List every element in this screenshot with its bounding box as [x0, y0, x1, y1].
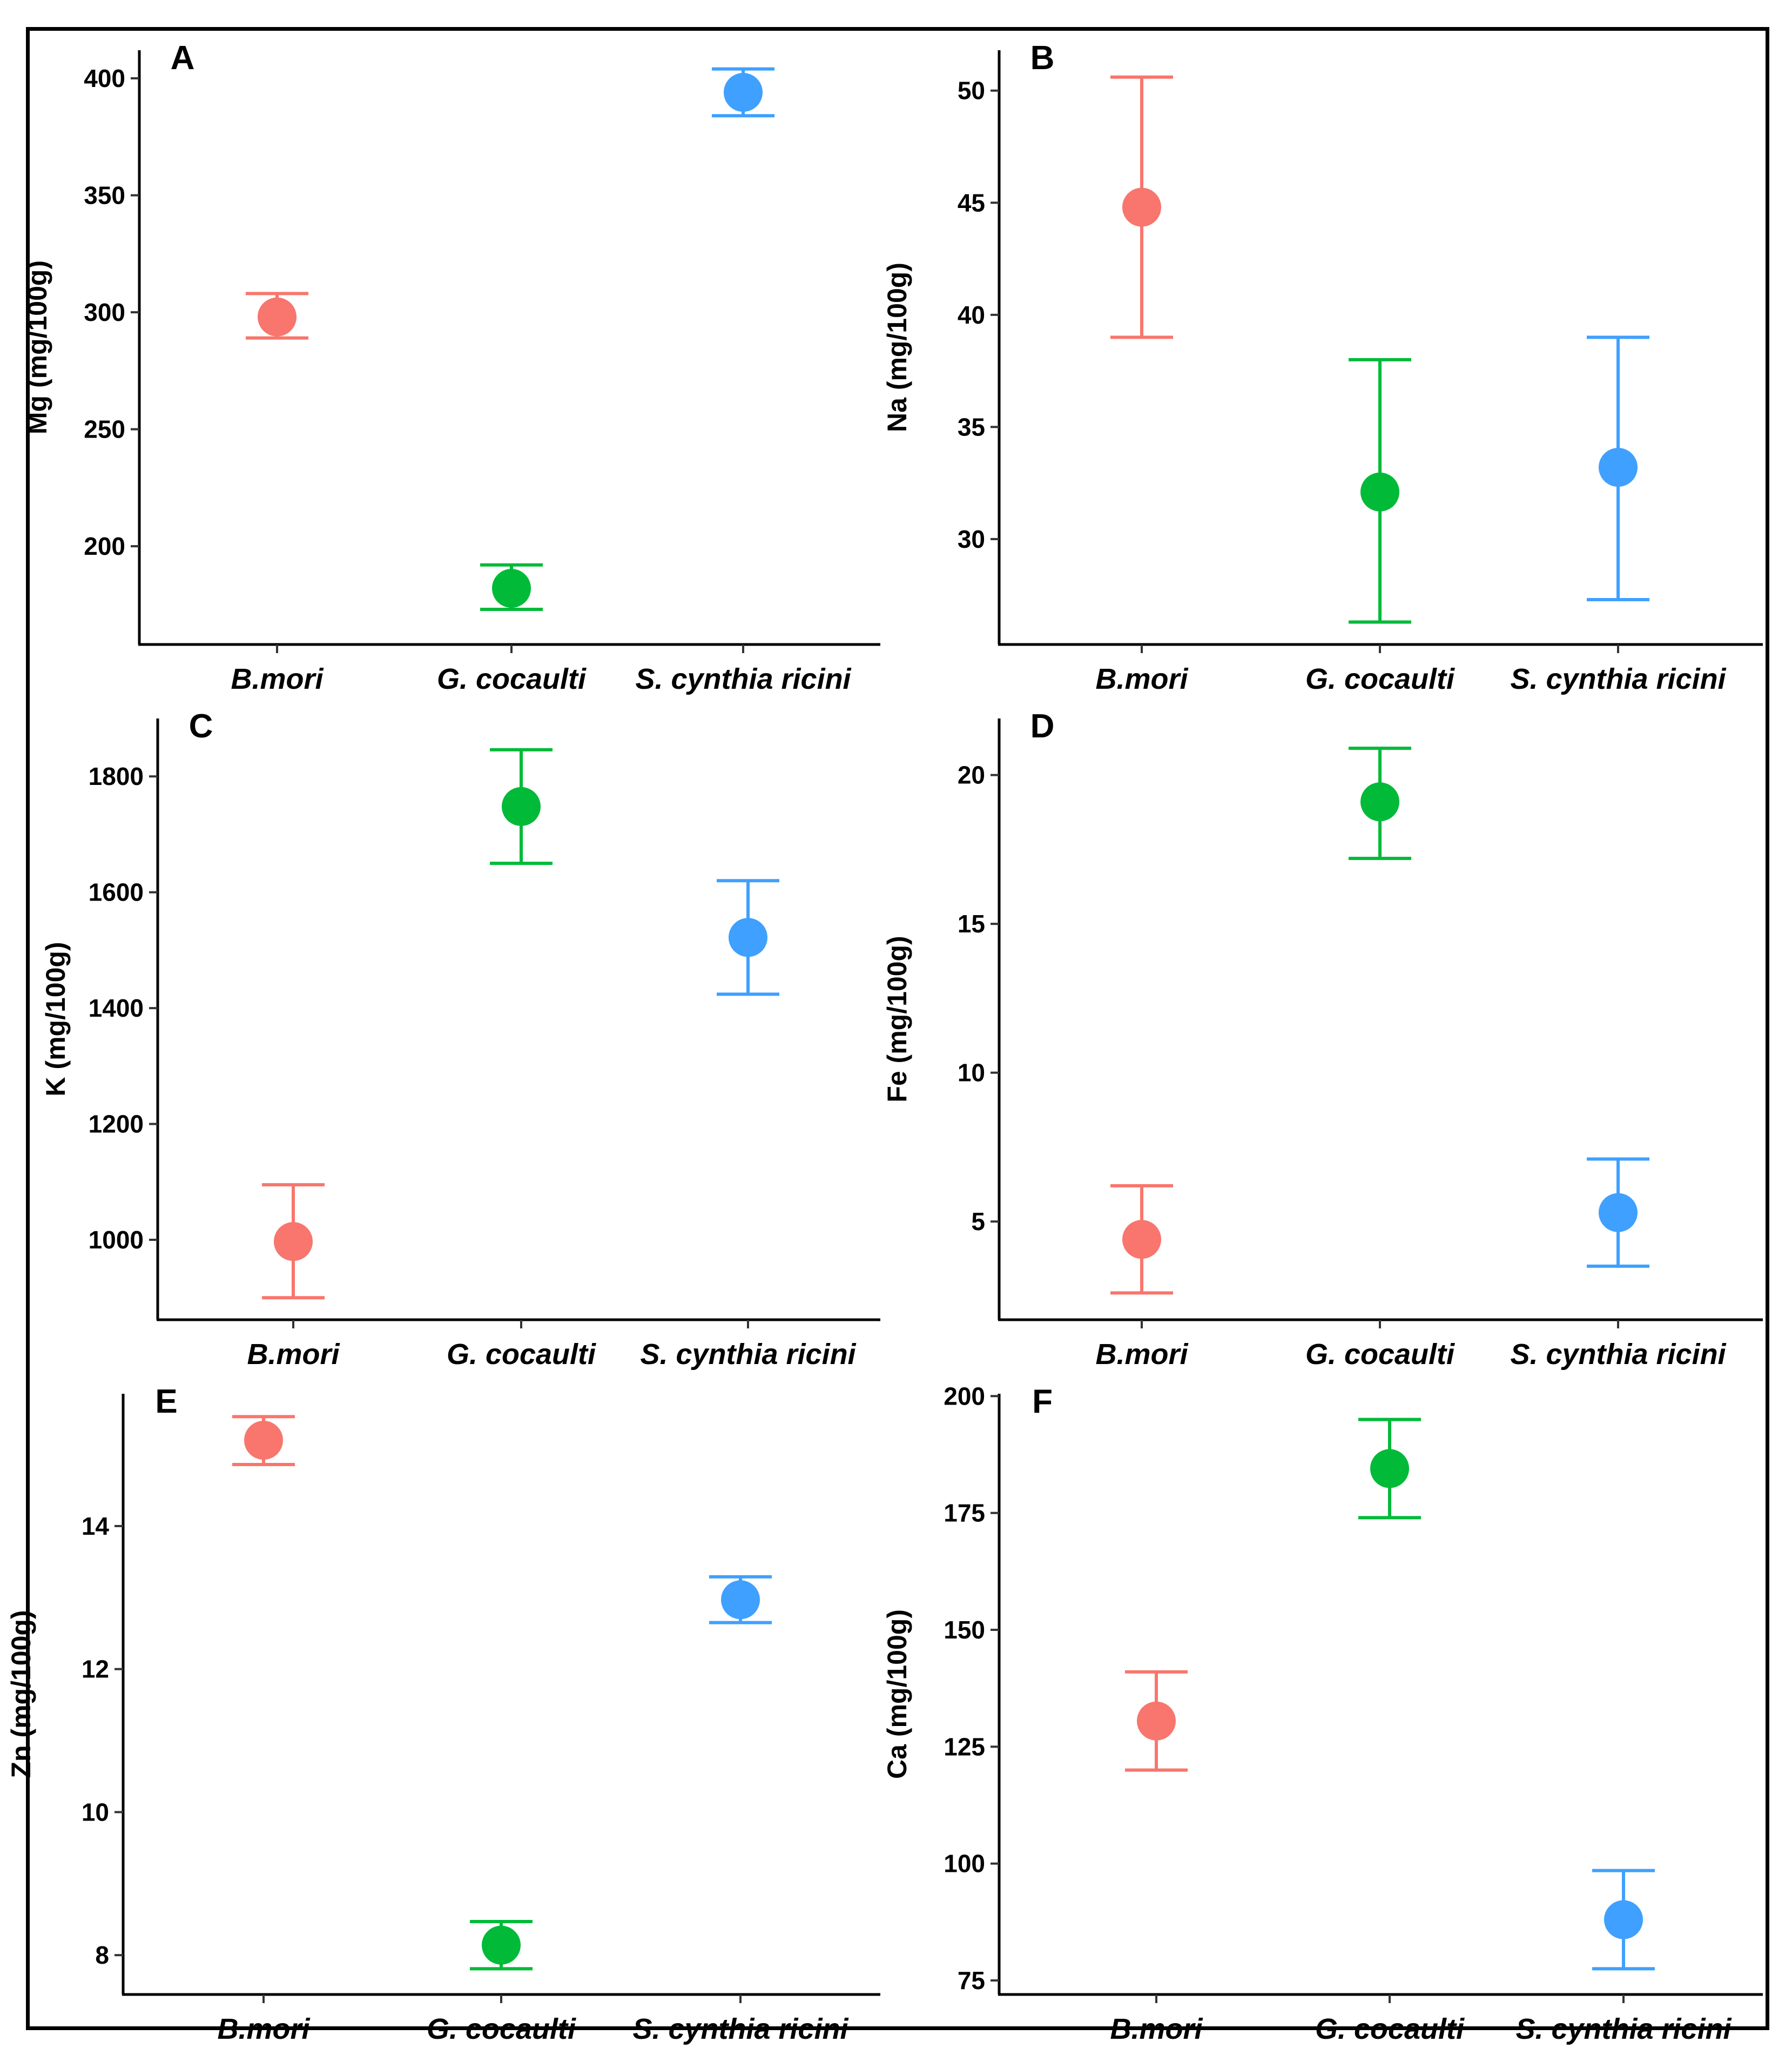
y-tick-label: 5 [971, 1207, 985, 1235]
y-axis-title: Zn (mg/100g) [6, 1610, 36, 1778]
x-tick-label: B.mori [217, 2013, 310, 2045]
data-point [1122, 187, 1161, 227]
y-tick-label: 10 [82, 1798, 109, 1826]
x-tick-label: B.mori [1110, 2013, 1203, 2045]
y-tick-label: 35 [958, 413, 985, 441]
y-tick-label: 150 [944, 1616, 985, 1644]
panel-letter: E [155, 1383, 177, 1420]
data-point [724, 72, 763, 112]
y-tick-label: 200 [944, 1382, 985, 1410]
y-axis-title: Ca (mg/100g) [882, 1609, 912, 1779]
x-tick-label: B.mori [247, 1338, 340, 1371]
y-tick-label: 30 [958, 525, 985, 553]
panel-a: 200 250 300 350 400 B.mori G. cocaulti S. cynth… [22, 39, 880, 695]
data-point [1360, 472, 1399, 512]
panel-c: 1000 1200 1400 1600 1800 B.mori G. cocaulti S. … [41, 708, 880, 1371]
panel-letter: A [171, 39, 195, 77]
x-tick-label: S. cynthia ricini [632, 2013, 848, 2045]
data-point [1137, 1701, 1176, 1741]
y-tick-label: 50 [958, 77, 985, 105]
y-tick-label: 400 [84, 64, 125, 92]
y-tick-label: 125 [944, 1732, 985, 1761]
y-axis-title: K (mg/100g) [41, 942, 71, 1096]
y-tick-label: 175 [944, 1499, 985, 1527]
panel-e: 8 10 12 14 B.mori G. cocaulti S. cynthia ricin… [6, 1383, 880, 2045]
data-point [502, 787, 541, 826]
y-axis-title: Fe (mg/100g) [882, 936, 912, 1102]
y-tick-label: 1000 [89, 1226, 144, 1254]
y-tick-label: 1600 [89, 878, 144, 906]
y-tick-label: 1200 [89, 1110, 144, 1138]
data-point [721, 1580, 760, 1620]
y-tick-label: 15 [958, 910, 985, 938]
x-tick-label: S. cynthia ricini [1510, 663, 1726, 695]
panel-letter: F [1032, 1383, 1053, 1420]
y-tick-label: 14 [82, 1512, 110, 1540]
data-point [1599, 1193, 1638, 1232]
panel-b: 30 35 40 45 50 B.mori G. cocaulti S. cynthia ri… [882, 39, 1763, 695]
y-tick-label: 40 [958, 301, 985, 329]
x-tick-label: G. cocaulti [447, 1338, 596, 1371]
y-tick-label: 1400 [89, 994, 144, 1022]
y-tick-label: 300 [84, 298, 125, 326]
y-tick-label: 75 [958, 1966, 985, 1994]
panel-letter: D [1030, 708, 1055, 745]
panel-letter: C [189, 708, 213, 745]
y-tick-label: 350 [84, 182, 125, 210]
x-tick-label: S. cynthia ricini [1515, 2013, 1732, 2045]
data-point [1360, 782, 1399, 822]
figure-frame [26, 27, 1769, 2030]
y-tick-label: 100 [944, 1850, 985, 1878]
panel-f: 75 100 125 150 175 200 B.mori G. cocaulti S. cyn… [882, 1382, 1763, 2045]
data-point [729, 918, 767, 957]
data-point [244, 1421, 283, 1460]
data-point [1122, 1220, 1161, 1259]
x-tick-label: B.mori [1095, 663, 1188, 695]
y-tick-label: 12 [82, 1655, 109, 1683]
x-tick-label: B.mori [231, 663, 324, 695]
panel-letter: B [1030, 39, 1055, 77]
data-point [1370, 1449, 1409, 1488]
y-tick-label: 10 [958, 1059, 985, 1087]
data-point [258, 297, 297, 337]
panel-d: 5 10 15 20 B.mori G. cocaulti S. cynthia ricin… [882, 708, 1763, 1371]
x-tick-label: S. cynthia ricini [640, 1338, 856, 1371]
data-point [274, 1222, 313, 1261]
x-tick-label: B.mori [1095, 1338, 1188, 1371]
y-axis-title: Na (mg/100g) [882, 263, 912, 432]
data-point [1599, 448, 1638, 487]
y-tick-label: 45 [958, 189, 985, 217]
data-point [482, 1925, 521, 1965]
data-point [1604, 1900, 1643, 1939]
data-point [492, 569, 531, 608]
x-tick-label: G. cocaulti [1305, 1338, 1455, 1371]
x-tick-label: G. cocaulti [1305, 663, 1455, 695]
x-tick-label: G. cocaulti [427, 2013, 576, 2045]
x-tick-label: G. cocaulti [437, 663, 587, 695]
y-tick-label: 1800 [89, 762, 144, 790]
y-tick-label: 8 [95, 1941, 109, 1969]
y-tick-label: 200 [84, 532, 125, 560]
y-axis-title: Mg (mg/100g) [22, 260, 52, 434]
x-tick-label: S. cynthia ricini [635, 663, 851, 695]
x-tick-label: G. cocaulti [1315, 2013, 1465, 2045]
y-tick-label: 250 [84, 415, 125, 444]
y-tick-label: 20 [958, 761, 985, 789]
x-tick-label: S. cynthia ricini [1510, 1338, 1726, 1371]
